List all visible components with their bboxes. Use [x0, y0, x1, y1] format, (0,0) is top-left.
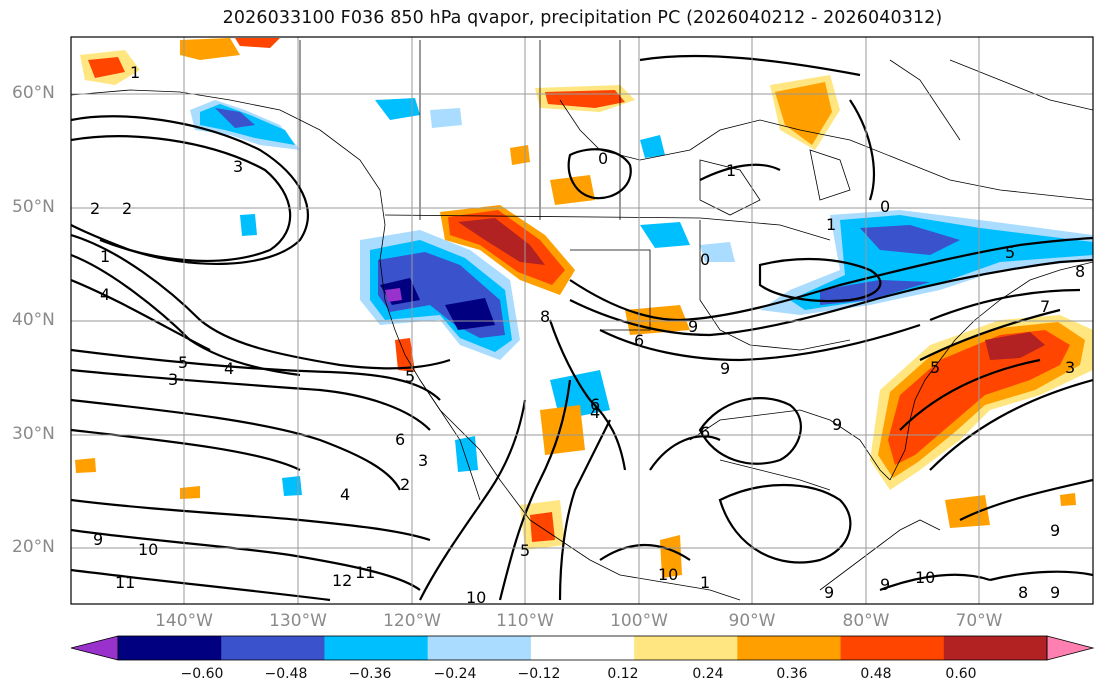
colorbar-segment [737, 636, 842, 660]
contour-label: 5 [178, 353, 188, 372]
contour-label: 4 [224, 359, 234, 378]
contour-label: 9 [688, 317, 698, 336]
colorbar-tick: 0.48 [860, 666, 892, 682]
contour-label: 2 [122, 199, 132, 218]
colorbar-tick: −0.36 [348, 666, 392, 682]
colorbar-segment [530, 636, 635, 660]
colorbar-tick: 0.24 [692, 666, 724, 682]
contour-label: 1 [100, 247, 110, 266]
lon-label-110w: 110°W [496, 611, 554, 631]
contour-label: 11 [115, 573, 135, 592]
lat-label-40n: 40°N [12, 310, 55, 330]
colorbar-outline [117, 635, 1048, 661]
lat-label-30n: 30°N [12, 424, 55, 444]
contour-label: 6 [590, 395, 600, 414]
lon-label-90w: 90°W [728, 611, 776, 631]
contour-label: 3 [418, 451, 428, 470]
contour-label: 8 [1018, 583, 1028, 602]
contour-label: 4 [590, 403, 600, 422]
graticule [71, 37, 1093, 604]
colorbar-tick: 0.60 [945, 666, 977, 682]
contour-label: 1 [700, 573, 710, 592]
colorbar-extend-low [70, 635, 119, 661]
contour-label: 11 [355, 563, 375, 582]
contour-label: 1 [130, 63, 140, 82]
contour-label: 5 [1005, 243, 1015, 262]
colorbar-segment [840, 636, 945, 660]
colorbar-segment [324, 636, 429, 660]
contour-label: 4 [340, 485, 350, 504]
colorbar-tick: −0.12 [517, 666, 561, 682]
contour-label: 3 [1065, 358, 1075, 377]
contour-label: 8 [1075, 262, 1085, 281]
contour-label: 2 [90, 199, 100, 218]
contour-label: 5 [520, 541, 530, 560]
lat-label-60n: 60°N [12, 83, 55, 103]
contour-label: 9 [832, 415, 842, 434]
contour-label: 3 [168, 370, 178, 389]
contour-label-group: 1 3 2 2 1 4 5 4 3 0 1 0 1 0 5 8 7 6 9 8 … [90, 63, 1085, 607]
map-title: 2026033100 F036 850 hPa qvapor, precipit… [222, 8, 943, 28]
contour-label: 8 [540, 307, 550, 326]
colorbar-segment [943, 636, 1048, 660]
contour-label: 10 [915, 568, 935, 587]
contour-label: 1 [826, 215, 836, 234]
colorbar-extend-high [1046, 635, 1095, 661]
lon-label-70w: 70°W [955, 611, 1003, 631]
contour-label: 10 [658, 565, 678, 584]
contour-label: 9 [880, 575, 890, 594]
colorbar-segment [118, 636, 222, 660]
contour-label: 10 [138, 540, 158, 559]
lon-label-130w: 130°W [269, 611, 327, 631]
lon-label-100w: 100°W [610, 611, 668, 631]
contour-label: 5 [405, 367, 415, 386]
lat-label-20n: 20°N [12, 537, 55, 557]
contour-label: 0 [880, 197, 890, 216]
contour-label: 9 [1050, 521, 1060, 540]
colorbar-tick: 0.36 [776, 666, 808, 682]
contour-label: 7 [1040, 297, 1050, 316]
contour-label: 9 [93, 530, 103, 549]
colorbar-tick: −0.60 [180, 666, 224, 682]
lat-label-50n: 50°N [12, 197, 55, 217]
contour-label: 10 [466, 588, 486, 607]
colorbar-segment [427, 636, 532, 660]
colorbar [70, 635, 1095, 661]
contour-label: 0 [598, 149, 608, 168]
contour-label: 1 [726, 161, 736, 180]
map-frame [70, 36, 1094, 605]
coastlines [71, 40, 1093, 601]
qvapor-contours [71, 54, 1093, 602]
contour-label: 6 [700, 423, 710, 442]
colorbar-tick: 0.12 [607, 666, 639, 682]
contour-label: 6 [395, 430, 405, 449]
lon-label-120w: 120°W [383, 611, 441, 631]
contour-label: 9 [720, 359, 730, 378]
contour-label: 3 [233, 157, 243, 176]
contour-label: 9 [824, 583, 834, 602]
colorbar-tick: −0.48 [264, 666, 308, 682]
colorbar-segment [221, 636, 325, 660]
contour-label: 2 [400, 475, 410, 494]
contour-label: 6 [634, 331, 644, 350]
colorbar-tick: −0.24 [433, 666, 477, 682]
contour-label: 5 [930, 358, 940, 377]
colorbar-segment [634, 636, 738, 660]
contour-label: 4 [100, 285, 110, 304]
contour-label: 12 [332, 571, 352, 590]
lon-label-80w: 80°W [842, 611, 890, 631]
contour-label: 9 [1050, 583, 1060, 602]
contour-label: 0 [700, 250, 710, 269]
lon-label-140w: 140°W [155, 611, 213, 631]
